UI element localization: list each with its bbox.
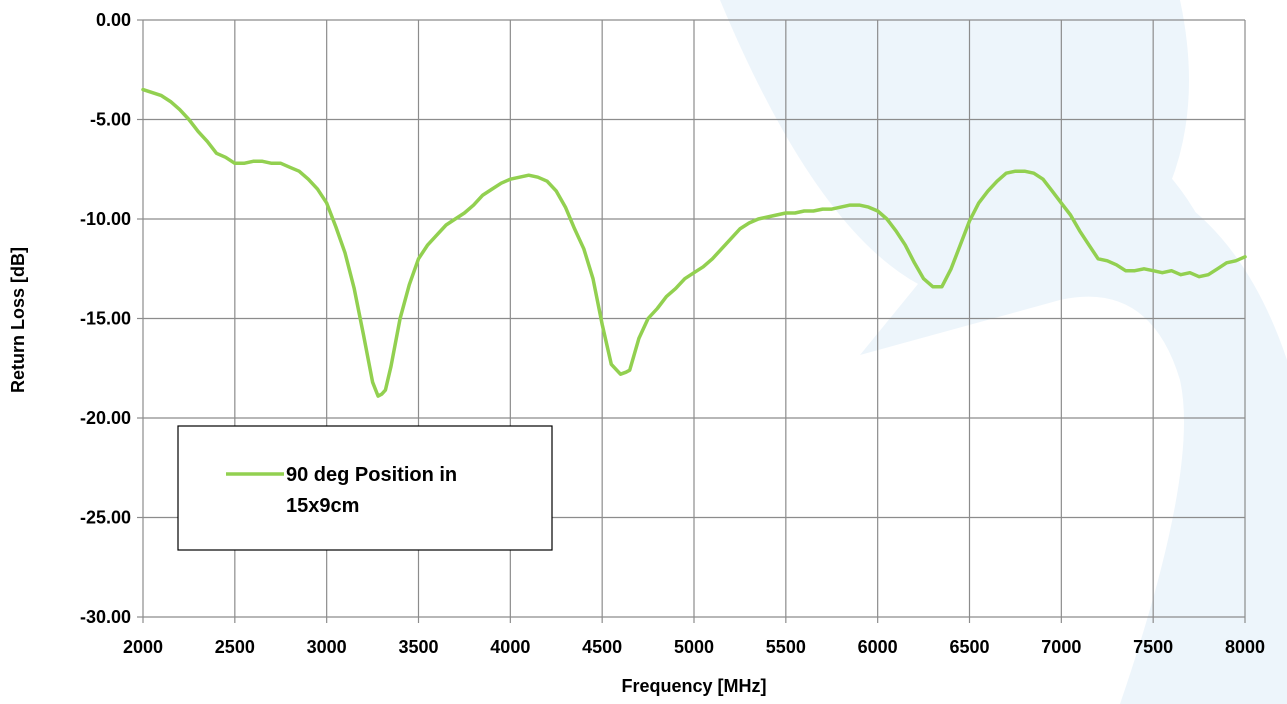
x-tick-label: 8000 bbox=[1225, 637, 1265, 657]
x-tick-label: 2500 bbox=[215, 637, 255, 657]
x-tick-label: 2000 bbox=[123, 637, 163, 657]
y-tick-label: -20.00 bbox=[80, 408, 131, 428]
chart-axes bbox=[137, 19, 1246, 623]
x-tick-label: 5500 bbox=[766, 637, 806, 657]
x-tick-label: 7500 bbox=[1133, 637, 1173, 657]
y-tick-label: -5.00 bbox=[90, 110, 131, 130]
x-tick-label: 4000 bbox=[490, 637, 530, 657]
x-tick-label: 4500 bbox=[582, 637, 622, 657]
y-axis-title: Return Loss [dB] bbox=[8, 247, 28, 393]
series-layer bbox=[141, 87, 1247, 398]
x-tick-label: 7000 bbox=[1041, 637, 1081, 657]
y-tick-labels: 0.00 -5.00 -10.00 -15.00 -20.00 -25.00 -30.00 bbox=[80, 10, 131, 627]
x-tick-label: 3500 bbox=[398, 637, 438, 657]
y-tick-label: -25.00 bbox=[80, 508, 131, 528]
y-tick-label: -10.00 bbox=[80, 209, 131, 229]
x-tick-label: 5000 bbox=[674, 637, 714, 657]
watermark-logo bbox=[720, 0, 1287, 704]
x-tick-labels: 2000 2500 3000 3500 4000 4500 5000 5500 6000 6500… bbox=[123, 637, 1265, 657]
series-line bbox=[141, 87, 1247, 398]
legend-box bbox=[177, 425, 553, 551]
legend-label-line2: 15x9cm bbox=[286, 495, 359, 517]
y-tick-label: -15.00 bbox=[80, 309, 131, 329]
x-tick-label: 6500 bbox=[949, 637, 989, 657]
x-tick-label: 6000 bbox=[858, 637, 898, 657]
legend: 90 deg Position in 15x9cm bbox=[177, 425, 553, 551]
chart-grid bbox=[143, 19, 1246, 617]
legend-label-line1: 90 deg Position in bbox=[286, 464, 457, 486]
x-axis-title: Frequency [MHz] bbox=[621, 676, 766, 696]
x-tick-label: 3000 bbox=[307, 637, 347, 657]
y-tick-label: 0.00 bbox=[96, 10, 131, 30]
y-tick-label: -30.00 bbox=[80, 607, 131, 627]
